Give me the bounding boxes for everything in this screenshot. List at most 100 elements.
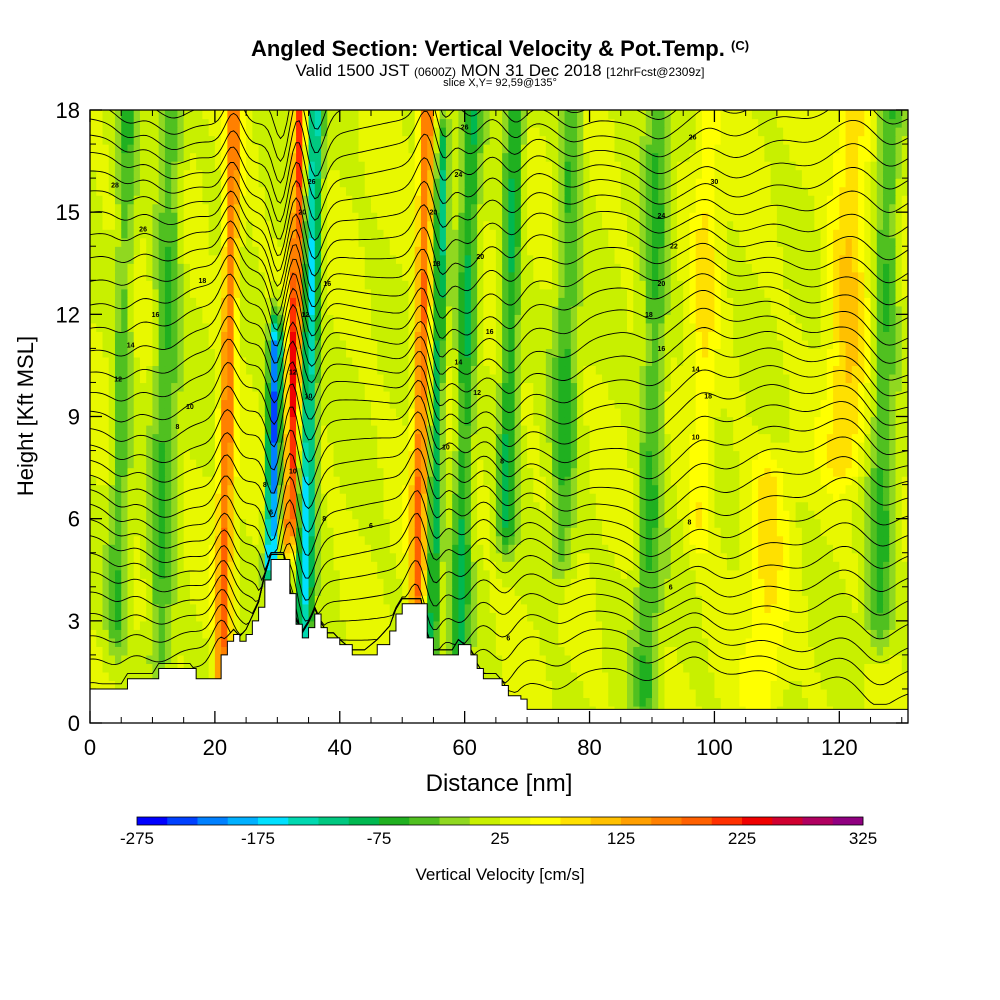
field-cell <box>327 569 335 579</box>
field-cell <box>814 671 822 682</box>
field-cell <box>177 416 185 426</box>
field-cell <box>845 561 853 571</box>
field-cell <box>720 518 728 528</box>
field-cell <box>608 467 616 477</box>
field-cell <box>96 586 104 596</box>
field-cell <box>658 493 666 503</box>
field-cell <box>527 561 534 571</box>
field-cell <box>645 501 653 511</box>
field-cell <box>814 603 822 613</box>
field-cell <box>402 399 410 409</box>
field-cell <box>801 586 809 596</box>
field-cell <box>470 637 478 647</box>
field-cell <box>508 535 516 545</box>
field-cell <box>733 442 740 452</box>
field-cell <box>96 442 104 452</box>
field-cell <box>839 484 847 494</box>
field-cell <box>214 535 222 545</box>
field-cell <box>308 501 316 511</box>
field-cell <box>502 680 509 690</box>
field-cell <box>477 484 484 494</box>
field-cell <box>620 399 628 409</box>
field-cell <box>108 654 116 664</box>
field-cell <box>620 586 628 596</box>
field-cell <box>664 407 672 418</box>
field-cell <box>826 688 834 699</box>
field-cell <box>776 688 784 699</box>
field-cell <box>377 416 385 426</box>
field-cell <box>158 459 166 469</box>
field-cell <box>90 527 97 537</box>
field-cell <box>514 578 522 588</box>
field-cell <box>158 510 166 520</box>
field-cell <box>558 425 566 435</box>
field-cell <box>327 603 335 613</box>
field-cell <box>395 586 403 596</box>
field-cell <box>495 459 503 469</box>
field-cell <box>858 552 865 562</box>
field-cell <box>308 595 316 605</box>
field-cell <box>108 663 116 673</box>
field-cell <box>539 501 547 511</box>
field-cell <box>164 637 172 647</box>
field-cell <box>470 467 478 477</box>
field-cell <box>670 612 678 622</box>
field-cell <box>289 578 297 588</box>
field-cell <box>639 459 647 469</box>
field-cell <box>639 561 647 571</box>
field-cell <box>895 561 903 571</box>
field-cell <box>433 416 441 426</box>
field-cell <box>633 612 641 622</box>
field-cell <box>439 450 447 460</box>
field-cell <box>364 535 372 545</box>
field-cell <box>564 450 572 460</box>
field-cell <box>577 671 584 682</box>
field-cell <box>545 595 553 605</box>
field-cell <box>789 518 797 528</box>
field-cell <box>602 407 609 418</box>
field-cell <box>427 569 435 579</box>
field-cell <box>739 467 747 477</box>
field-cell <box>895 620 903 630</box>
field-cell <box>121 569 129 579</box>
field-cell <box>683 629 691 639</box>
field-cell <box>808 544 815 554</box>
field-cell <box>858 501 865 511</box>
field-cell <box>577 518 584 528</box>
field-cell <box>901 561 908 571</box>
field-cell <box>458 629 466 639</box>
field-cell <box>489 476 497 486</box>
field-cell <box>114 527 122 537</box>
field-cell <box>158 425 166 435</box>
field-cell <box>627 688 634 699</box>
field-cell <box>583 561 591 571</box>
field-cell <box>352 569 360 579</box>
field-cell <box>483 646 491 656</box>
field-cell <box>133 476 141 486</box>
field-cell <box>246 450 253 460</box>
field-cell <box>795 399 803 409</box>
field-cell <box>377 637 385 647</box>
field-cell <box>639 433 647 443</box>
field-cell <box>527 399 534 409</box>
field-cell <box>814 535 822 545</box>
field-cell <box>364 620 372 630</box>
field-cell <box>483 586 491 596</box>
field-cell <box>364 399 372 409</box>
field-cell <box>258 586 266 596</box>
field-cell <box>227 425 235 435</box>
field-cell <box>90 680 97 690</box>
field-cell <box>889 688 897 699</box>
field-cell <box>258 544 266 554</box>
field-cell <box>602 646 609 656</box>
field-cell <box>570 671 578 682</box>
field-cell <box>577 433 584 443</box>
field-cell <box>346 484 353 494</box>
field-cell <box>296 612 303 622</box>
field-cell <box>577 399 584 409</box>
field-cell <box>695 399 703 409</box>
field-cell <box>739 484 747 494</box>
field-cell <box>520 527 528 537</box>
field-cell <box>776 629 784 639</box>
